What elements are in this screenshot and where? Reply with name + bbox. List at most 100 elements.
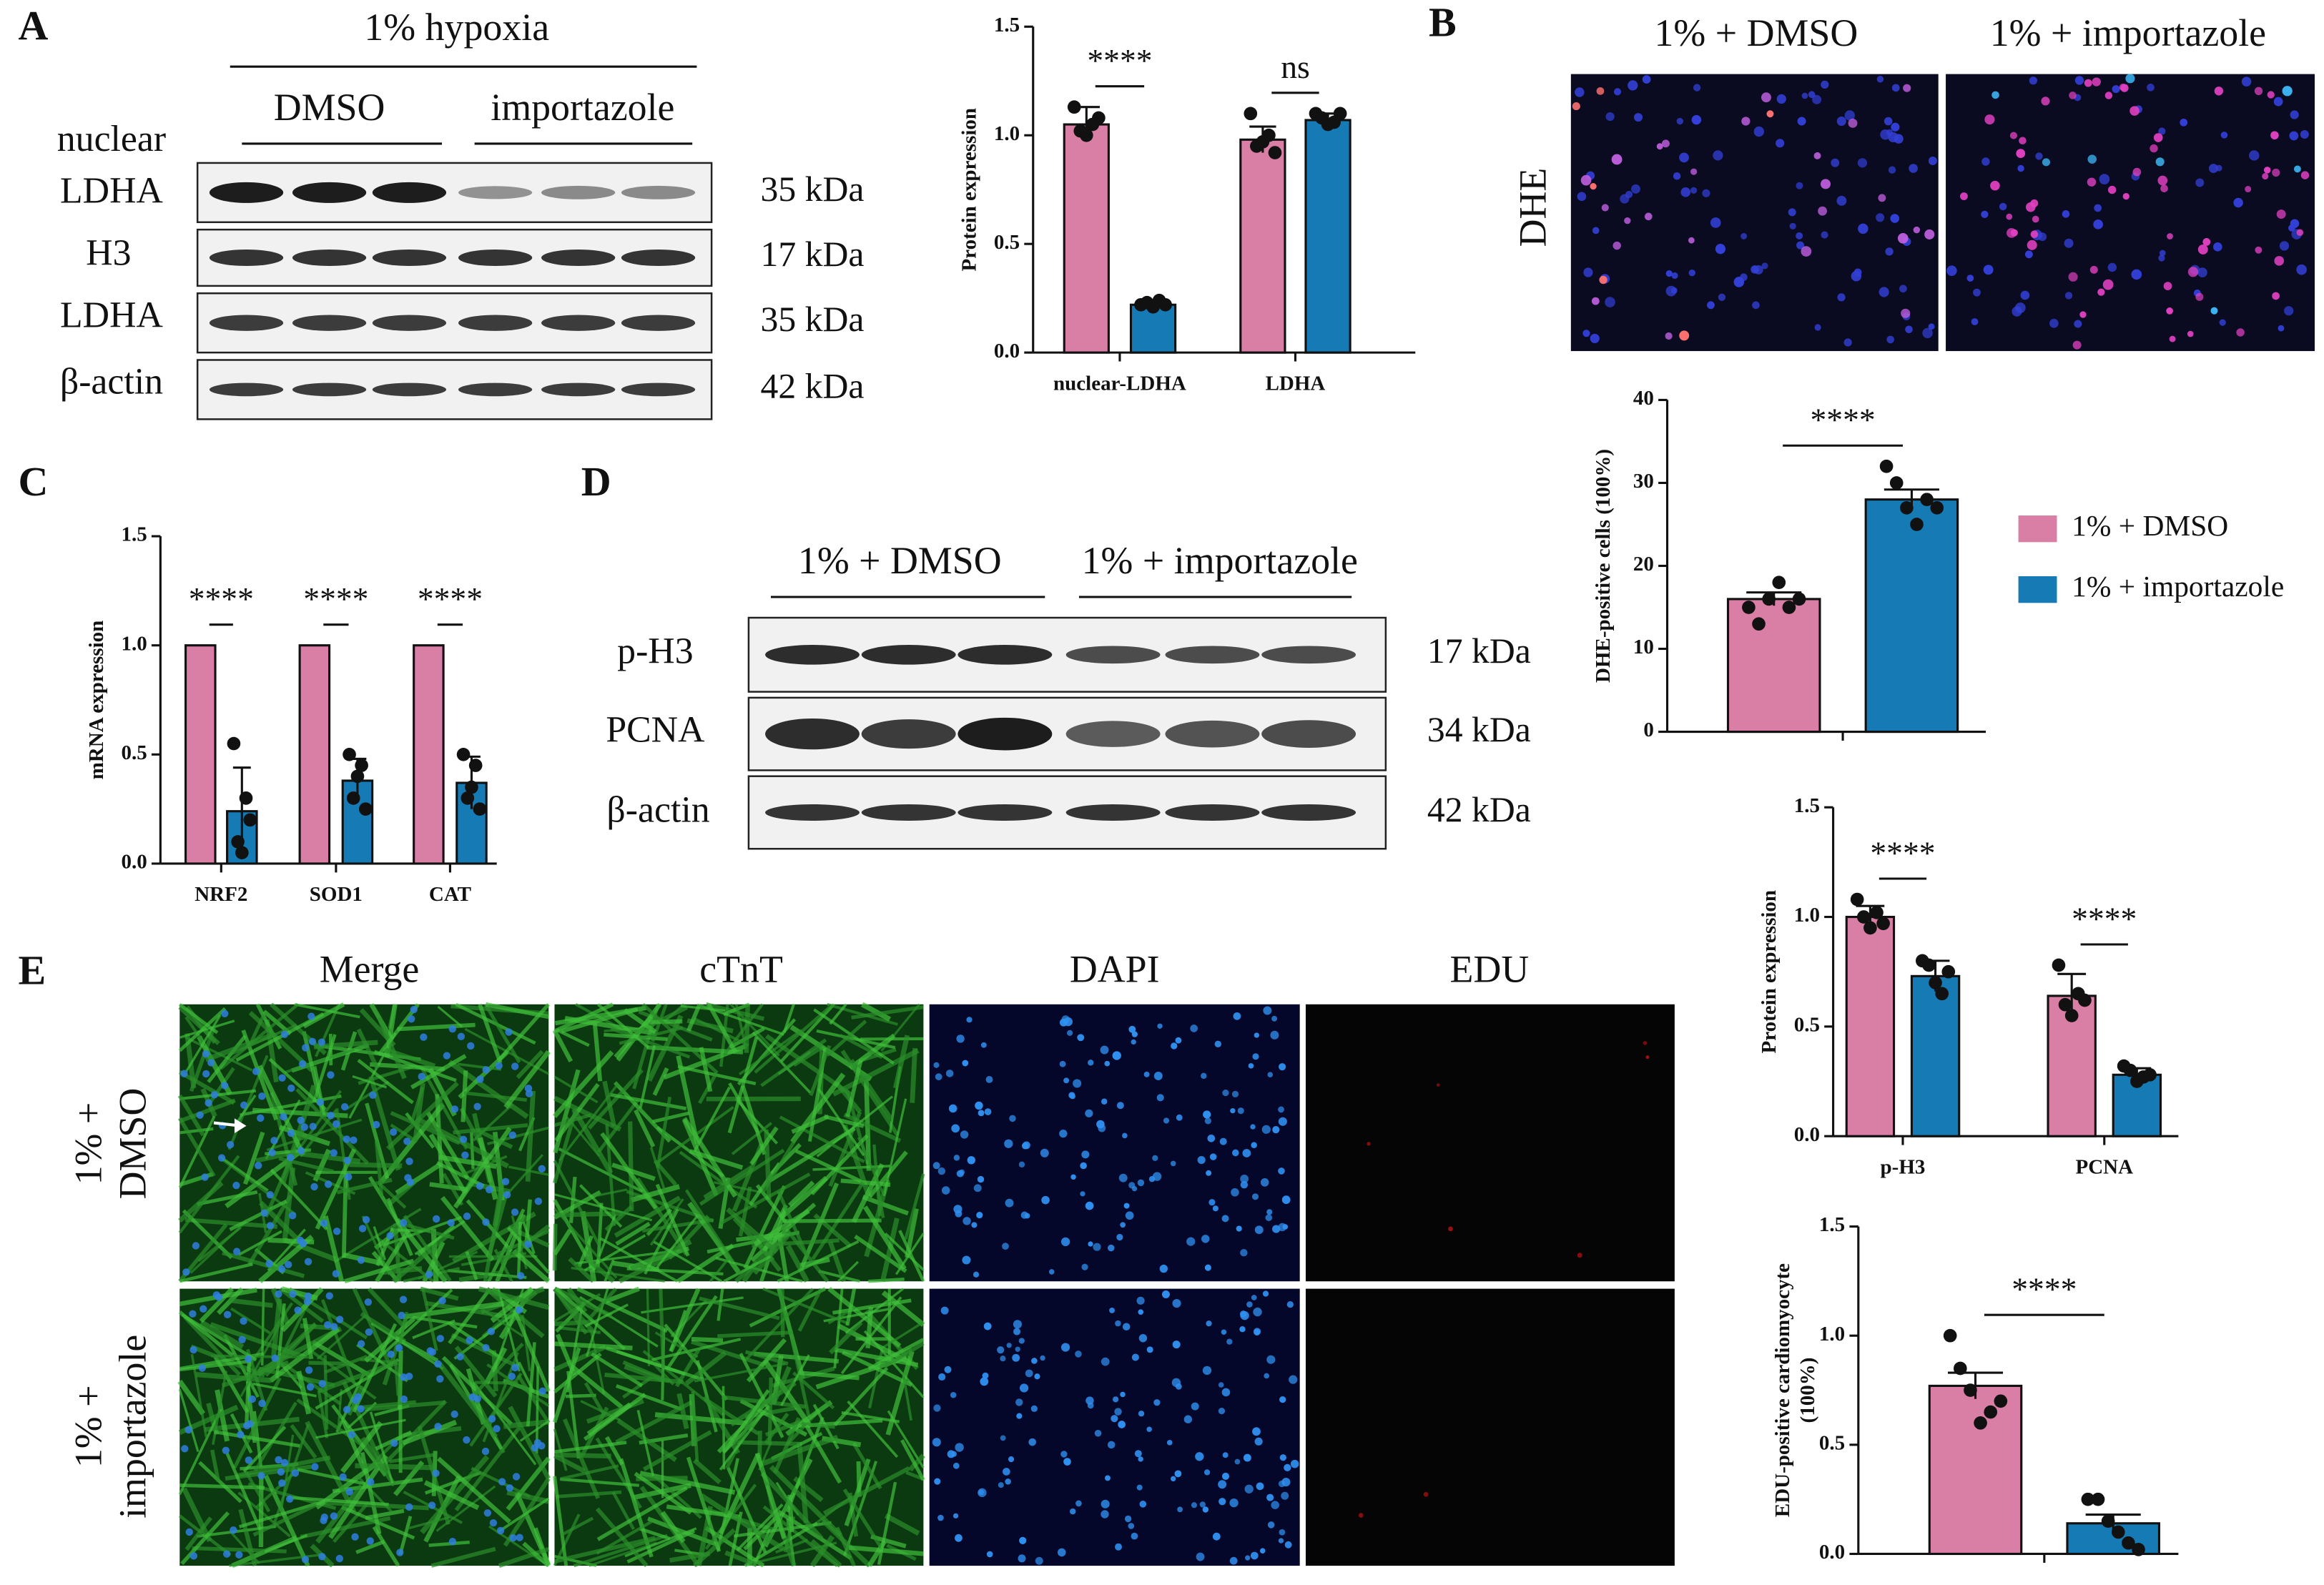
cell-nucleus	[1218, 1382, 1224, 1388]
fiber	[669, 1310, 686, 1352]
y-tick-label: 0.0	[994, 340, 1020, 362]
cell-nucleus	[953, 1155, 960, 1161]
fiber	[553, 1476, 568, 1566]
fiber	[352, 1075, 388, 1089]
fiber	[797, 1441, 809, 1524]
fiber	[516, 1374, 551, 1424]
cell-nucleus	[1836, 195, 1847, 206]
fiber	[792, 1045, 824, 1067]
cell-nucleus	[278, 1479, 286, 1487]
size-label: 42 kDa	[761, 366, 865, 405]
y-tick-label: 0.0	[1794, 1123, 1820, 1146]
fiber	[288, 1287, 368, 1340]
cell-nucleus	[1183, 1415, 1193, 1423]
cell-nucleus	[242, 1422, 251, 1430]
cell-nucleus	[1248, 1063, 1254, 1069]
cell-nucleus	[932, 1162, 940, 1170]
fiber	[225, 1464, 312, 1481]
fiber	[823, 1114, 865, 1128]
data-point	[1929, 976, 1942, 989]
cell-nucleus	[2210, 307, 2218, 315]
cell-nucleus	[390, 1439, 398, 1447]
cell-nucleus	[1761, 92, 1771, 103]
fiber	[355, 1539, 385, 1554]
fiber	[726, 1466, 767, 1554]
cell-nucleus	[1059, 1060, 1066, 1067]
cell-nucleus	[1190, 1024, 1198, 1032]
fiber	[809, 1045, 832, 1097]
fiber	[255, 1003, 282, 1050]
cell-nucleus	[257, 1472, 265, 1480]
fiber	[364, 1400, 445, 1412]
y-tick-label: 0.0	[1819, 1541, 1845, 1564]
fiber	[268, 1057, 327, 1111]
cell-nucleus	[508, 1372, 516, 1381]
fiber	[440, 1195, 495, 1262]
fiber	[328, 1454, 388, 1539]
cell-nucleus	[463, 1212, 471, 1220]
cell-nucleus	[1243, 1453, 1251, 1462]
group-label: importazole	[491, 86, 674, 129]
blot-band	[458, 186, 533, 199]
data-point	[1752, 617, 1766, 631]
cell-nucleus	[1633, 113, 1643, 122]
cell-nucleus	[1254, 1437, 1263, 1446]
cell-nucleus	[1206, 1170, 1212, 1176]
cell-nucleus	[2035, 152, 2043, 160]
cell-nucleus	[1776, 94, 1786, 104]
cell-nucleus	[2089, 265, 2098, 274]
cell-nucleus	[447, 1219, 455, 1227]
fiber	[860, 1037, 924, 1041]
cell-nucleus	[2119, 83, 2127, 91]
x-tick-label: PCNA	[2075, 1155, 2133, 1178]
blot-band	[1065, 721, 1161, 747]
fiber	[280, 1287, 324, 1333]
fiber	[189, 1026, 216, 1092]
fiber	[780, 1354, 810, 1406]
cell-nucleus	[182, 1268, 190, 1276]
cell-nucleus	[2300, 171, 2310, 179]
cell-nucleus	[352, 1396, 360, 1404]
cell-nucleus	[2213, 242, 2222, 252]
cell-nucleus	[245, 1456, 252, 1464]
fiber	[413, 1082, 425, 1142]
cell-nucleus	[2195, 178, 2205, 187]
blot-band	[1165, 720, 1260, 748]
fiber	[270, 1168, 328, 1230]
cell-nucleus	[255, 1162, 262, 1170]
fiber	[553, 1352, 602, 1393]
fiber	[868, 1150, 908, 1198]
cell-nucleus	[505, 1028, 513, 1036]
cell-nucleus	[280, 1458, 289, 1467]
cell-nucleus	[201, 1173, 209, 1181]
cell-nucleus	[485, 1185, 493, 1194]
cell-nucleus	[1913, 226, 1921, 234]
blot-band	[1261, 646, 1357, 664]
cell-nucleus	[980, 1377, 989, 1386]
significance-label: ****	[2012, 1271, 2077, 1308]
fiber	[606, 1346, 704, 1382]
fiber	[818, 1269, 860, 1283]
fiber	[592, 1022, 603, 1082]
cell-nucleus	[1252, 1053, 1259, 1060]
cell-nucleus	[1138, 1411, 1145, 1417]
cell-nucleus	[309, 1122, 317, 1130]
cell-nucleus	[1250, 1124, 1256, 1130]
column-label: 1% + DMSO	[1654, 11, 1858, 54]
fiber	[553, 1344, 607, 1372]
cell-nucleus	[1990, 180, 2000, 191]
fiber	[377, 1016, 407, 1080]
cell-nucleus	[2208, 164, 2218, 174]
cell-nucleus	[2064, 292, 2073, 300]
data-point	[1953, 1361, 1967, 1376]
cell-nucleus	[268, 1148, 276, 1157]
data-point	[2123, 1063, 2137, 1077]
cell-nucleus	[1219, 1137, 1227, 1145]
fiber	[699, 1047, 713, 1092]
cell-nucleus	[202, 1070, 210, 1078]
fiber	[207, 1035, 247, 1084]
cell-nucleus	[1118, 1421, 1126, 1428]
data-point	[461, 791, 475, 805]
fiber	[178, 1388, 200, 1453]
cell-nucleus	[956, 1170, 964, 1177]
